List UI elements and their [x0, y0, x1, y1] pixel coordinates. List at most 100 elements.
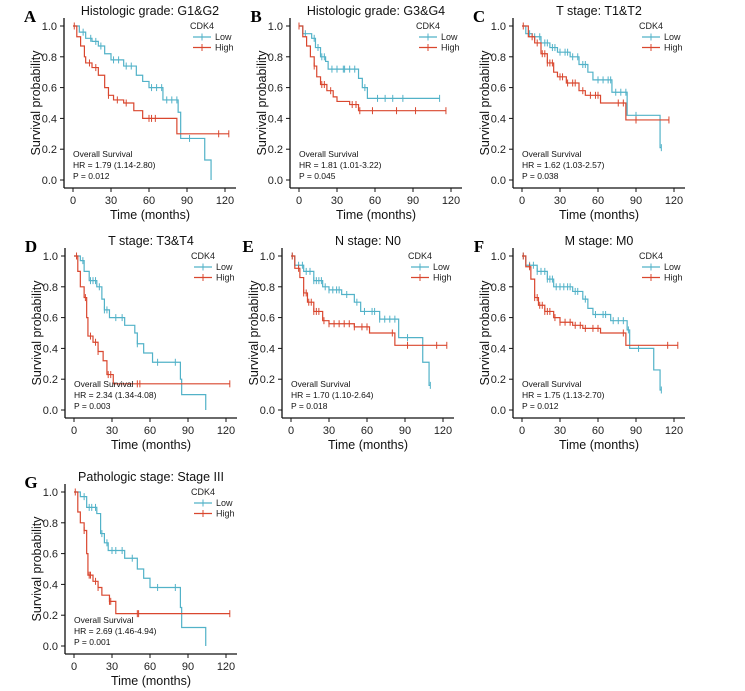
legend-title: CDK4 [639, 21, 663, 31]
x-tick-label: 30 [554, 195, 566, 207]
y-axis-label: Survival probability [478, 50, 492, 156]
annotation-line: HR = 1.79 (1.14-2.80) [73, 160, 156, 170]
legend-label: Low [664, 262, 681, 272]
panel-letter: A [24, 7, 37, 26]
x-tick-label: 120 [442, 195, 460, 207]
panel-title: Histologic grade: G3&G4 [307, 4, 445, 18]
annotation-line: P = 0.038 [522, 171, 559, 181]
annotation-line: P = 0.045 [299, 171, 336, 181]
y-tick-label: 0.2 [491, 374, 506, 386]
km-curve-high [522, 25, 669, 121]
annotation-line: P = 0.012 [73, 171, 110, 181]
legend-label: Low [664, 32, 681, 42]
y-tick-label: 1.0 [260, 251, 275, 263]
y-tick-label: 0.0 [42, 175, 57, 187]
x-tick-label: 120 [665, 195, 683, 207]
y-tick-label: 0.0 [268, 175, 283, 187]
y-tick-label: 0.6 [491, 83, 506, 95]
y-tick-label: 0.4 [491, 113, 506, 125]
x-axis-label: Time (months) [336, 208, 416, 222]
legend-title: CDK4 [191, 251, 215, 261]
y-tick-label: 0.2 [43, 374, 58, 386]
y-tick-label: 0.8 [491, 52, 506, 64]
y-tick-label: 0.6 [491, 313, 506, 325]
x-tick-label: 60 [144, 661, 156, 673]
annotation-line: P = 0.003 [74, 401, 111, 411]
y-tick-label: 0.2 [491, 144, 506, 156]
annotation-line: Overall Survival [522, 149, 582, 159]
panel-title: T stage: T3&T4 [108, 234, 194, 248]
panel-title: Pathologic stage: Stage III [78, 470, 224, 484]
y-tick-label: 1.0 [42, 21, 57, 33]
y-tick-label: 0.2 [43, 610, 58, 622]
x-tick-label: 120 [216, 195, 234, 207]
y-axis-label: Survival probability [255, 50, 269, 156]
km-panel-d: D T stage: T3&T4 0.0 0.2 0.4 0.6 0.8 1.0 0 30 60 90… [25, 234, 237, 452]
y-axis-label: Survival probability [30, 516, 44, 622]
km-panel-f: F M stage: M0 0.0 0.2 0.4 0.6 0.8 1.0 0 30 60 90 120… [474, 234, 685, 452]
x-tick-label: 90 [407, 195, 419, 207]
x-tick-label: 0 [71, 661, 77, 673]
y-tick-label: 0.8 [491, 282, 506, 294]
y-tick-label: 1.0 [268, 21, 283, 33]
x-tick-label: 30 [105, 195, 117, 207]
y-tick-label: 0.6 [43, 313, 58, 325]
x-tick-label: 120 [217, 425, 235, 437]
legend-label: Low [216, 262, 233, 272]
x-tick-label: 120 [217, 661, 235, 673]
legend-label: High [664, 273, 683, 283]
panel-letter: G [24, 473, 37, 492]
legend-label: Low [433, 262, 450, 272]
x-tick-label: 0 [519, 195, 525, 207]
y-tick-label: 0.0 [260, 405, 275, 417]
y-tick-label: 0.0 [43, 641, 58, 653]
x-tick-label: 90 [181, 195, 193, 207]
annotation-line: Overall Survival [74, 615, 134, 625]
x-tick-label: 60 [592, 425, 604, 437]
km-curve-low [522, 255, 662, 391]
y-tick-label: 1.0 [43, 487, 58, 499]
km-curve-high [74, 255, 230, 385]
legend-label: High [216, 509, 235, 519]
x-tick-label: 90 [182, 425, 194, 437]
annotation-line: HR = 1.81 (1.01-3.22) [299, 160, 382, 170]
x-axis-label: Time (months) [110, 208, 190, 222]
annotation-line: P = 0.012 [522, 401, 559, 411]
legend-label: Low [215, 32, 232, 42]
x-tick-label: 60 [143, 195, 155, 207]
x-axis-label: Time (months) [111, 674, 191, 688]
x-tick-label: 30 [106, 661, 118, 673]
legend-label: High [441, 43, 460, 53]
x-tick-label: 30 [323, 425, 335, 437]
y-tick-label: 0.0 [491, 175, 506, 187]
annotation-line: Overall Survival [73, 149, 133, 159]
y-tick-label: 0.8 [42, 52, 57, 64]
panel-title: Histologic grade: G1&G2 [81, 4, 219, 18]
x-tick-label: 90 [630, 425, 642, 437]
x-tick-label: 0 [70, 195, 76, 207]
y-tick-label: 0.4 [491, 343, 506, 355]
x-tick-label: 0 [288, 425, 294, 437]
y-tick-label: 0.2 [268, 144, 283, 156]
annotation-line: Overall Survival [522, 379, 582, 389]
y-tick-label: 0.8 [268, 52, 283, 64]
km-panel-g: G Pathologic stage: Stage III 0.0 0.2 0.4 0.6… [24, 470, 237, 688]
y-tick-label: 0.0 [491, 405, 506, 417]
km-curve-low [291, 255, 431, 386]
km-curve-high [73, 25, 229, 135]
legend-title: CDK4 [416, 21, 440, 31]
x-axis-label: Time (months) [111, 438, 191, 452]
x-tick-label: 90 [630, 195, 642, 207]
km-curve-high [522, 255, 678, 346]
x-tick-label: 60 [592, 195, 604, 207]
y-axis-label: Survival probability [29, 50, 43, 156]
x-axis-label: Time (months) [559, 208, 639, 222]
y-tick-label: 0.6 [42, 83, 57, 95]
annotation-line: HR = 1.70 (1.10-2.64) [291, 390, 374, 400]
legend-label: Low [441, 32, 458, 42]
y-tick-label: 0.4 [268, 113, 283, 125]
y-tick-label: 0.8 [260, 282, 275, 294]
km-curve-low [299, 25, 440, 99]
km-curve-high [299, 25, 446, 112]
